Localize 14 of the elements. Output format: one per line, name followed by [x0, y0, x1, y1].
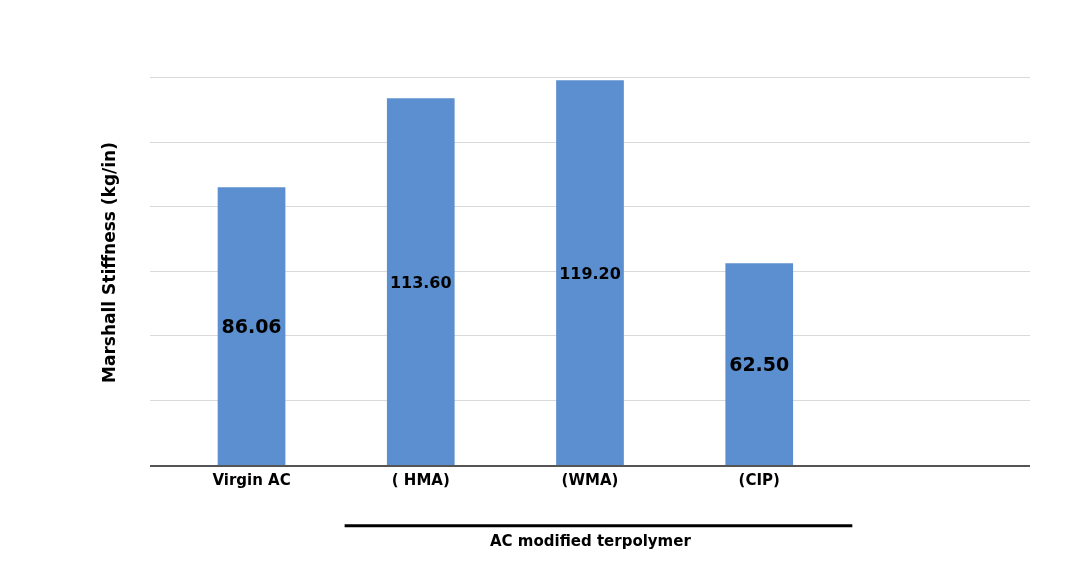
- bar: [725, 263, 794, 465]
- y-axis-title: Marshall Stiffness (kg/in): [98, 142, 119, 383]
- data-label: 62.50: [729, 353, 790, 376]
- x-tick-label: (WMA): [561, 471, 619, 489]
- bar: [386, 98, 455, 465]
- x-tick-label: (CIP): [738, 471, 780, 489]
- bar: [556, 80, 624, 465]
- x-tick-label: ( HMA): [391, 471, 450, 489]
- x-tick-label: Virgin AC: [212, 471, 291, 489]
- text: AC modified terpolymer: [490, 532, 692, 550]
- data-label: 119.20: [559, 263, 621, 283]
- data-label: 113.60: [389, 272, 452, 292]
- bar: [217, 187, 286, 465]
- data-label: 86.06: [221, 315, 282, 338]
